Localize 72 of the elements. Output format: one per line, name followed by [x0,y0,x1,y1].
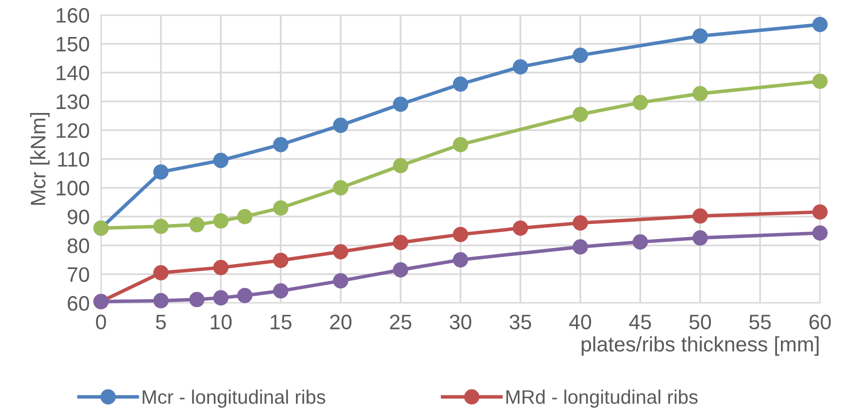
point [572,106,588,122]
y-tick-label: 160 [56,8,90,23]
point [333,118,348,133]
y-tick-label: 100 [56,180,90,196]
point [153,293,169,308]
y-tick-label: 120 [56,123,90,138]
x-tick-label: 30 [450,314,472,330]
x-tick-label: 15 [270,314,292,330]
point [512,220,528,236]
point [692,230,708,246]
point [452,76,468,92]
point [333,180,348,196]
y-tick-label: 60 [68,296,90,311]
point [452,226,468,242]
point [189,292,205,308]
point [237,288,252,304]
point [812,16,828,32]
point [189,217,205,232]
x-tick-label: 55 [749,314,771,330]
point [812,225,828,241]
point [392,96,408,112]
point [392,234,408,250]
point [273,252,288,268]
point [392,262,408,278]
point [692,86,708,102]
x-tick-label: 0 [96,314,106,330]
point [812,204,828,220]
y-axis-title: Mcr [kNm] [30,113,50,205]
point [213,260,228,276]
point [452,136,468,152]
y-tick-label: 140 [56,66,90,80]
x-tick-label: 35 [510,314,532,330]
point [213,152,228,168]
y-tick-label: 90 [68,210,90,224]
point [213,290,228,306]
point [572,239,588,254]
y-tick-label: 80 [68,238,90,254]
point [153,164,169,180]
y-tick-label: 110 [58,152,90,167]
x-tick-label: 10 [210,314,232,330]
x-tick-label: 20 [330,314,352,330]
point [153,265,169,280]
point [452,252,468,268]
point [632,94,648,110]
point [333,244,348,260]
point [632,234,648,250]
y-tick-label: 130 [56,94,90,110]
point [512,59,528,74]
y-tick-label: 150 [56,36,90,52]
y-tick-label: 70 [68,267,90,282]
point [812,74,828,89]
x-tick-label: 50 [689,314,711,330]
point [213,213,228,229]
point [153,218,169,234]
point [692,28,708,44]
point [273,283,288,299]
point [273,200,288,216]
x-axis-title: plates/ribs thickness [mm] [582,336,819,356]
legend-label: Mcr - longitudinal ribs [142,390,326,408]
legend-label: MRd - longitudinal ribs [506,390,698,408]
x-tick-label: 25 [390,314,412,330]
point [392,158,408,174]
point [572,48,588,63]
x-tick-label: 45 [629,314,651,330]
x-tick-label: 5 [156,314,166,330]
point [237,208,252,224]
point [692,208,708,224]
x-tick-label: 40 [569,314,592,330]
x-tick-label: 60 [809,314,831,330]
point [572,215,588,231]
point [273,136,288,152]
point [333,273,348,288]
